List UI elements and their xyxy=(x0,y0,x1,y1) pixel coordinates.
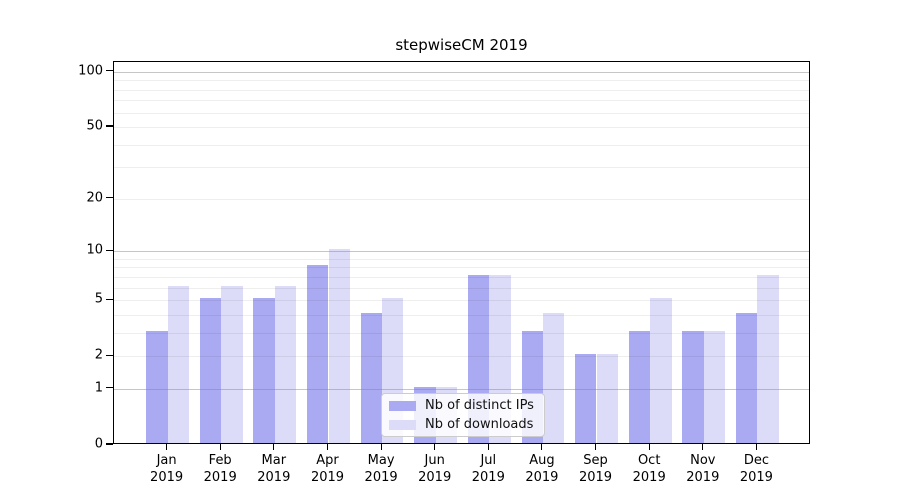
gridline-minor-30 xyxy=(114,167,809,169)
x-tick-sep xyxy=(594,444,597,450)
y-tick-label-100: 100 xyxy=(78,63,103,79)
x-tick-label-oct: Oct 2019 xyxy=(632,453,666,485)
gridline-minor-2 xyxy=(114,356,809,358)
y-tick-0 xyxy=(106,443,113,445)
x-tick-label-nov: Nov 2019 xyxy=(686,453,720,485)
x-tick-feb xyxy=(219,444,221,450)
bar-downloads-feb xyxy=(221,285,243,443)
bar-distinct-ips-jan xyxy=(146,330,168,443)
gridline-minor-80 xyxy=(114,89,809,91)
x-tick-label-jun: Jun 2019 xyxy=(418,453,452,485)
x-tick-jan xyxy=(166,444,168,450)
gridline-minor-70 xyxy=(114,100,809,102)
y-tick-20 xyxy=(106,197,113,199)
gridline-minor-4 xyxy=(114,314,809,316)
gridline-minor-90 xyxy=(114,80,809,82)
y-tick-5 xyxy=(106,298,113,300)
y-tick-label-5: 5 xyxy=(94,291,103,307)
y-tick-label-2: 2 xyxy=(94,347,103,363)
x-tick-label-jul: Jul 2019 xyxy=(471,453,505,485)
x-tick-label-mar: Mar 2019 xyxy=(257,453,291,485)
y-tick-label-50: 50 xyxy=(86,118,103,134)
y-tick-2 xyxy=(106,354,113,356)
x-tick-label-jan: Jan 2019 xyxy=(150,453,184,485)
bar-downloads-nov xyxy=(703,330,726,443)
x-tick-label-feb: Feb 2019 xyxy=(203,453,237,485)
gridline-minor-3 xyxy=(114,332,809,334)
gridline-minor-20 xyxy=(114,198,809,200)
bar-downloads-apr xyxy=(328,249,350,443)
legend-label-downloads: Nb of downloads xyxy=(425,417,534,432)
chart-title: stepwiseCM 2019 xyxy=(395,36,528,54)
gridline-minor-60 xyxy=(114,112,809,114)
x-tick-label-dec: Dec 2019 xyxy=(739,453,773,485)
gridline-major-1 xyxy=(114,388,809,390)
x-tick-label-sep: Sep 2019 xyxy=(578,453,613,485)
bar-downloads-oct xyxy=(650,298,672,443)
gridline-major-10 xyxy=(114,251,809,253)
x-tick-jul xyxy=(487,444,489,450)
y-tick-10 xyxy=(106,249,113,251)
y-tick-label-0: 0 xyxy=(94,436,103,452)
legend-swatch-distinct-ips xyxy=(389,400,416,411)
bar-distinct-ips-dec xyxy=(735,312,758,443)
legend-item-distinct-ips: Nb of distinct IPs xyxy=(389,398,537,413)
bar-distinct-ips-apr xyxy=(307,265,329,443)
x-tick-label-may: May 2019 xyxy=(364,453,398,485)
plot-area xyxy=(113,61,810,444)
y-tick-label-1: 1 xyxy=(94,380,103,396)
bar-distinct-ips-feb xyxy=(199,298,222,443)
y-tick-100 xyxy=(106,70,113,72)
gridline-minor-40 xyxy=(114,144,809,146)
y-tick-label-20: 20 xyxy=(86,190,103,206)
bar-downloads-sep xyxy=(596,354,618,443)
x-tick-nov xyxy=(702,444,704,450)
bar-distinct-ips-nov xyxy=(682,330,704,443)
bar-distinct-ips-may xyxy=(360,312,382,443)
bar-distinct-ips-sep xyxy=(575,354,597,443)
gridline-minor-9 xyxy=(114,258,809,260)
x-tick-aug xyxy=(541,444,543,450)
legend-label-distinct-ips: Nb of distinct IPs xyxy=(425,398,534,413)
legend-swatch-downloads xyxy=(389,419,416,430)
legend-item-downloads: Nb of downloads xyxy=(389,417,537,432)
legend: Nb of distinct IPs Nb of downloads xyxy=(381,393,545,437)
y-tick-1 xyxy=(106,387,113,389)
bar-downloads-aug xyxy=(542,312,565,443)
y-tick-50 xyxy=(106,125,113,127)
x-tick-label-apr: Apr 2019 xyxy=(310,453,345,485)
bar-distinct-ips-mar xyxy=(253,298,275,443)
x-tick-dec xyxy=(755,444,757,450)
x-tick-jun xyxy=(434,444,436,450)
gridline-minor-5 xyxy=(114,300,809,302)
x-tick-apr xyxy=(326,444,329,450)
bar-downloads-mar xyxy=(274,285,297,443)
gridline-minor-6 xyxy=(114,287,809,289)
x-tick-may xyxy=(380,444,382,450)
gridline-minor-8 xyxy=(114,267,809,269)
x-tick-oct xyxy=(648,444,650,450)
gridline-minor-7 xyxy=(114,276,809,278)
bar-distinct-ips-oct xyxy=(628,330,651,443)
gridline-minor-50 xyxy=(114,127,809,128)
gridline-major-100 xyxy=(114,71,809,73)
y-tick-label-10: 10 xyxy=(86,242,103,258)
x-tick-label-aug: Aug 2019 xyxy=(525,453,559,485)
bar-downloads-jan xyxy=(167,285,189,443)
bar-downloads-dec xyxy=(757,274,779,443)
x-tick-mar xyxy=(273,444,275,450)
